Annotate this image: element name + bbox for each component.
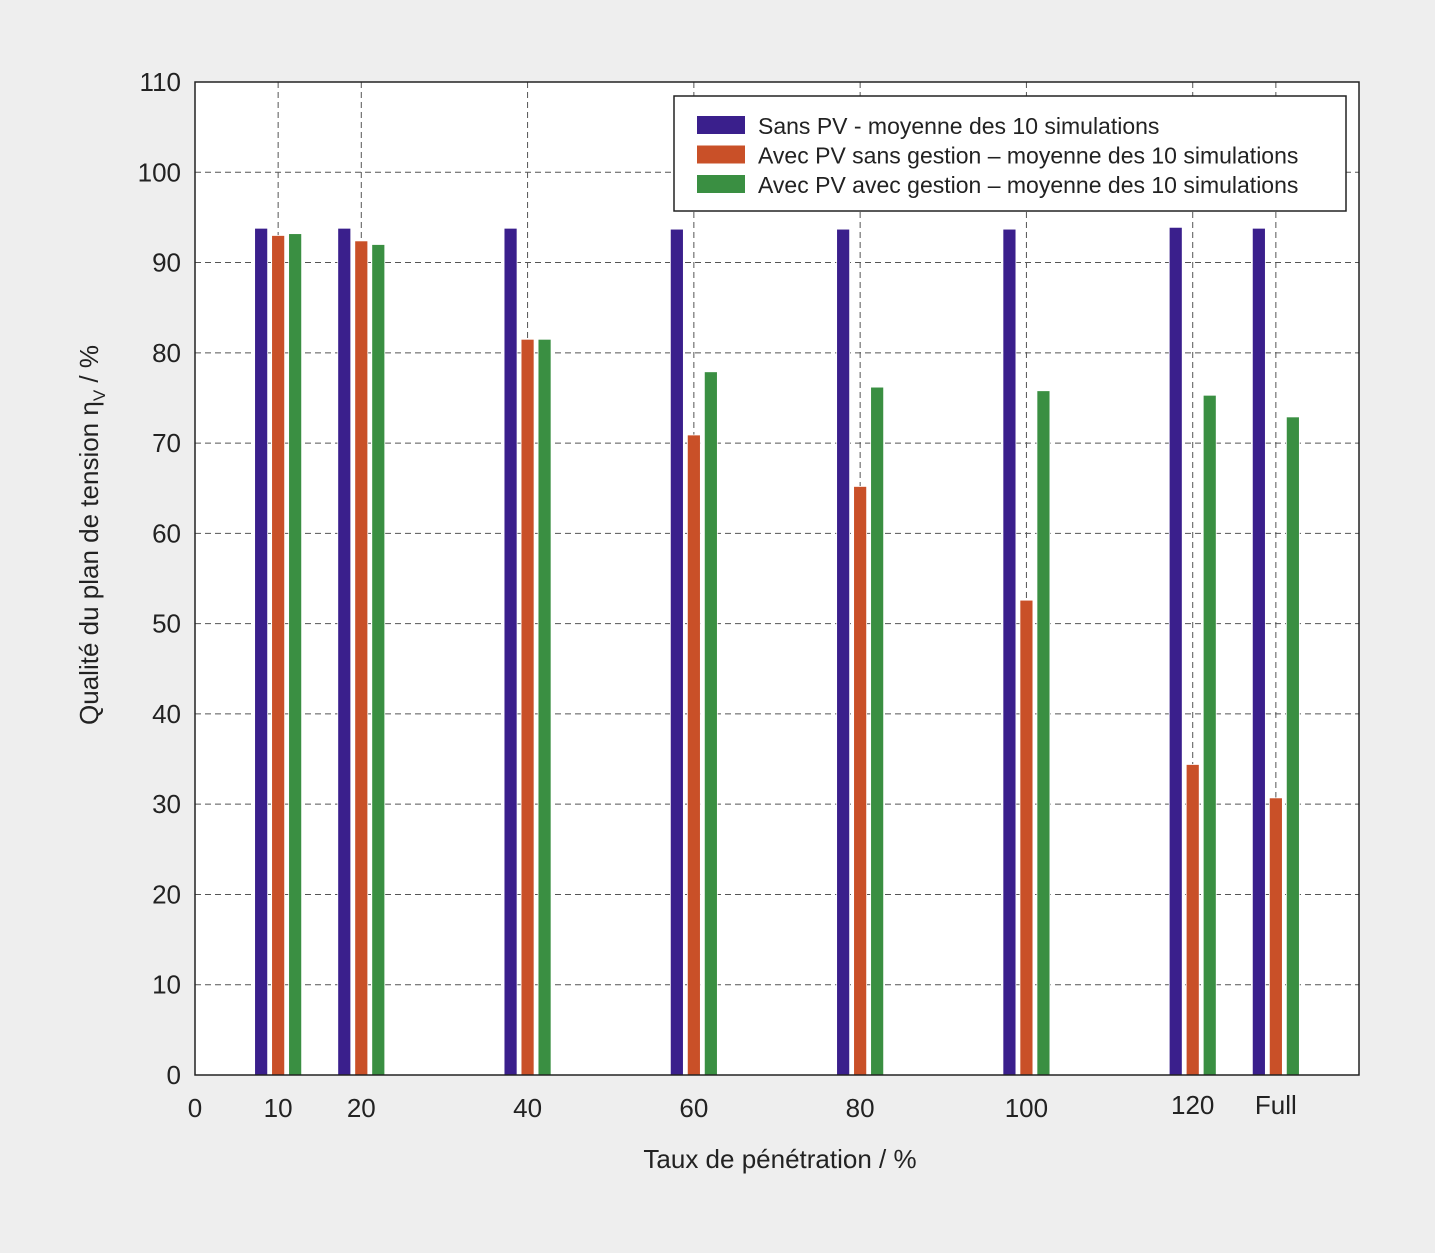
- x-tick-label: 40: [513, 1093, 542, 1123]
- bar-series-1-120: [1168, 226, 1183, 1076]
- y-tick-label: 0: [167, 1060, 181, 1090]
- legend-swatch: [697, 175, 745, 193]
- x-tick-label: 100: [1005, 1093, 1048, 1123]
- y-tick-label: 20: [152, 879, 181, 909]
- bar-series-1-40: [503, 227, 518, 1076]
- legend: Sans PV - moyenne des 10 simulations Avec…: [673, 95, 1347, 212]
- y-tick-label: 50: [152, 609, 181, 639]
- legend-swatch: [697, 145, 745, 164]
- y-axis-label: Qualité du plan de tension ηV / %: [74, 345, 109, 725]
- bar-series-3-20: [371, 244, 386, 1076]
- x-tick-label: 0: [188, 1093, 202, 1123]
- y-tick-labels: 0 10 20 30 40 50 60 70 80 90 100 110: [138, 67, 181, 1090]
- y-axis-label-subscript: V: [90, 389, 109, 401]
- y-axis-label-tail: / %: [74, 345, 104, 390]
- bars: [254, 226, 1300, 1076]
- legend-label: Avec PV avec gestion – moyenne des 10 si…: [758, 172, 1298, 198]
- bar-series-2-10: [271, 235, 286, 1076]
- x-tick-label: 20: [347, 1093, 376, 1123]
- x-tick-label: Full: [1255, 1090, 1297, 1120]
- plot-frame: [194, 81, 1360, 1076]
- y-tick-label: 90: [152, 248, 181, 278]
- bar-series-3-100: [1036, 390, 1051, 1076]
- x-tick-labels: 0 10 20 40 60 80 100 120 Full: [188, 1090, 1297, 1123]
- bar-series-3-120: [1202, 394, 1217, 1076]
- bar-series-2-20: [354, 240, 369, 1076]
- y-tick-label: 60: [152, 518, 181, 548]
- legend-box: [673, 95, 1347, 212]
- bar-series-2-Full: [1268, 797, 1283, 1076]
- legend-label: Sans PV - moyenne des 10 simulations: [758, 113, 1159, 139]
- bar-series-3-10: [288, 233, 303, 1076]
- bar-series-1-20: [337, 227, 352, 1076]
- bar-series-3-80: [870, 386, 885, 1076]
- bar-series-1-80: [836, 228, 851, 1076]
- bar-series-3-Full: [1285, 416, 1300, 1076]
- y-tick-label: 80: [152, 338, 181, 368]
- plot-background: [195, 82, 1359, 1075]
- bar-series-2-120: [1185, 764, 1200, 1076]
- x-tick-label: 120: [1171, 1090, 1214, 1120]
- bar-series-1-Full: [1251, 227, 1266, 1076]
- y-axis-label-main: Qualité du plan de tension η: [74, 401, 104, 725]
- legend-label: Avec PV sans gestion – moyenne des 10 si…: [758, 143, 1298, 169]
- bar-series-1-10: [254, 227, 269, 1076]
- bar-series-2-40: [520, 338, 535, 1076]
- y-tick-label: 10: [152, 970, 181, 1000]
- y-tick-label: 100: [138, 157, 181, 187]
- bar-series-2-80: [853, 486, 868, 1076]
- y-tick-label: 70: [152, 428, 181, 458]
- x-tick-label: 60: [679, 1093, 708, 1123]
- legend-swatch: [697, 116, 745, 134]
- x-tick-label: 80: [846, 1093, 875, 1123]
- bar-series-2-60: [686, 434, 701, 1076]
- bar-series-1-60: [669, 228, 684, 1076]
- bar-series-2-100: [1019, 599, 1034, 1076]
- bar-series-3-40: [537, 338, 552, 1076]
- bar-series-3-60: [703, 371, 718, 1076]
- bar-series-1-100: [1002, 228, 1017, 1076]
- y-tick-label: 30: [152, 789, 181, 819]
- y-tick-label: 110: [140, 67, 181, 97]
- x-axis-label: Taux de pénétration / %: [643, 1144, 916, 1174]
- x-tick-label: 10: [264, 1093, 293, 1123]
- y-tick-label: 40: [152, 699, 181, 729]
